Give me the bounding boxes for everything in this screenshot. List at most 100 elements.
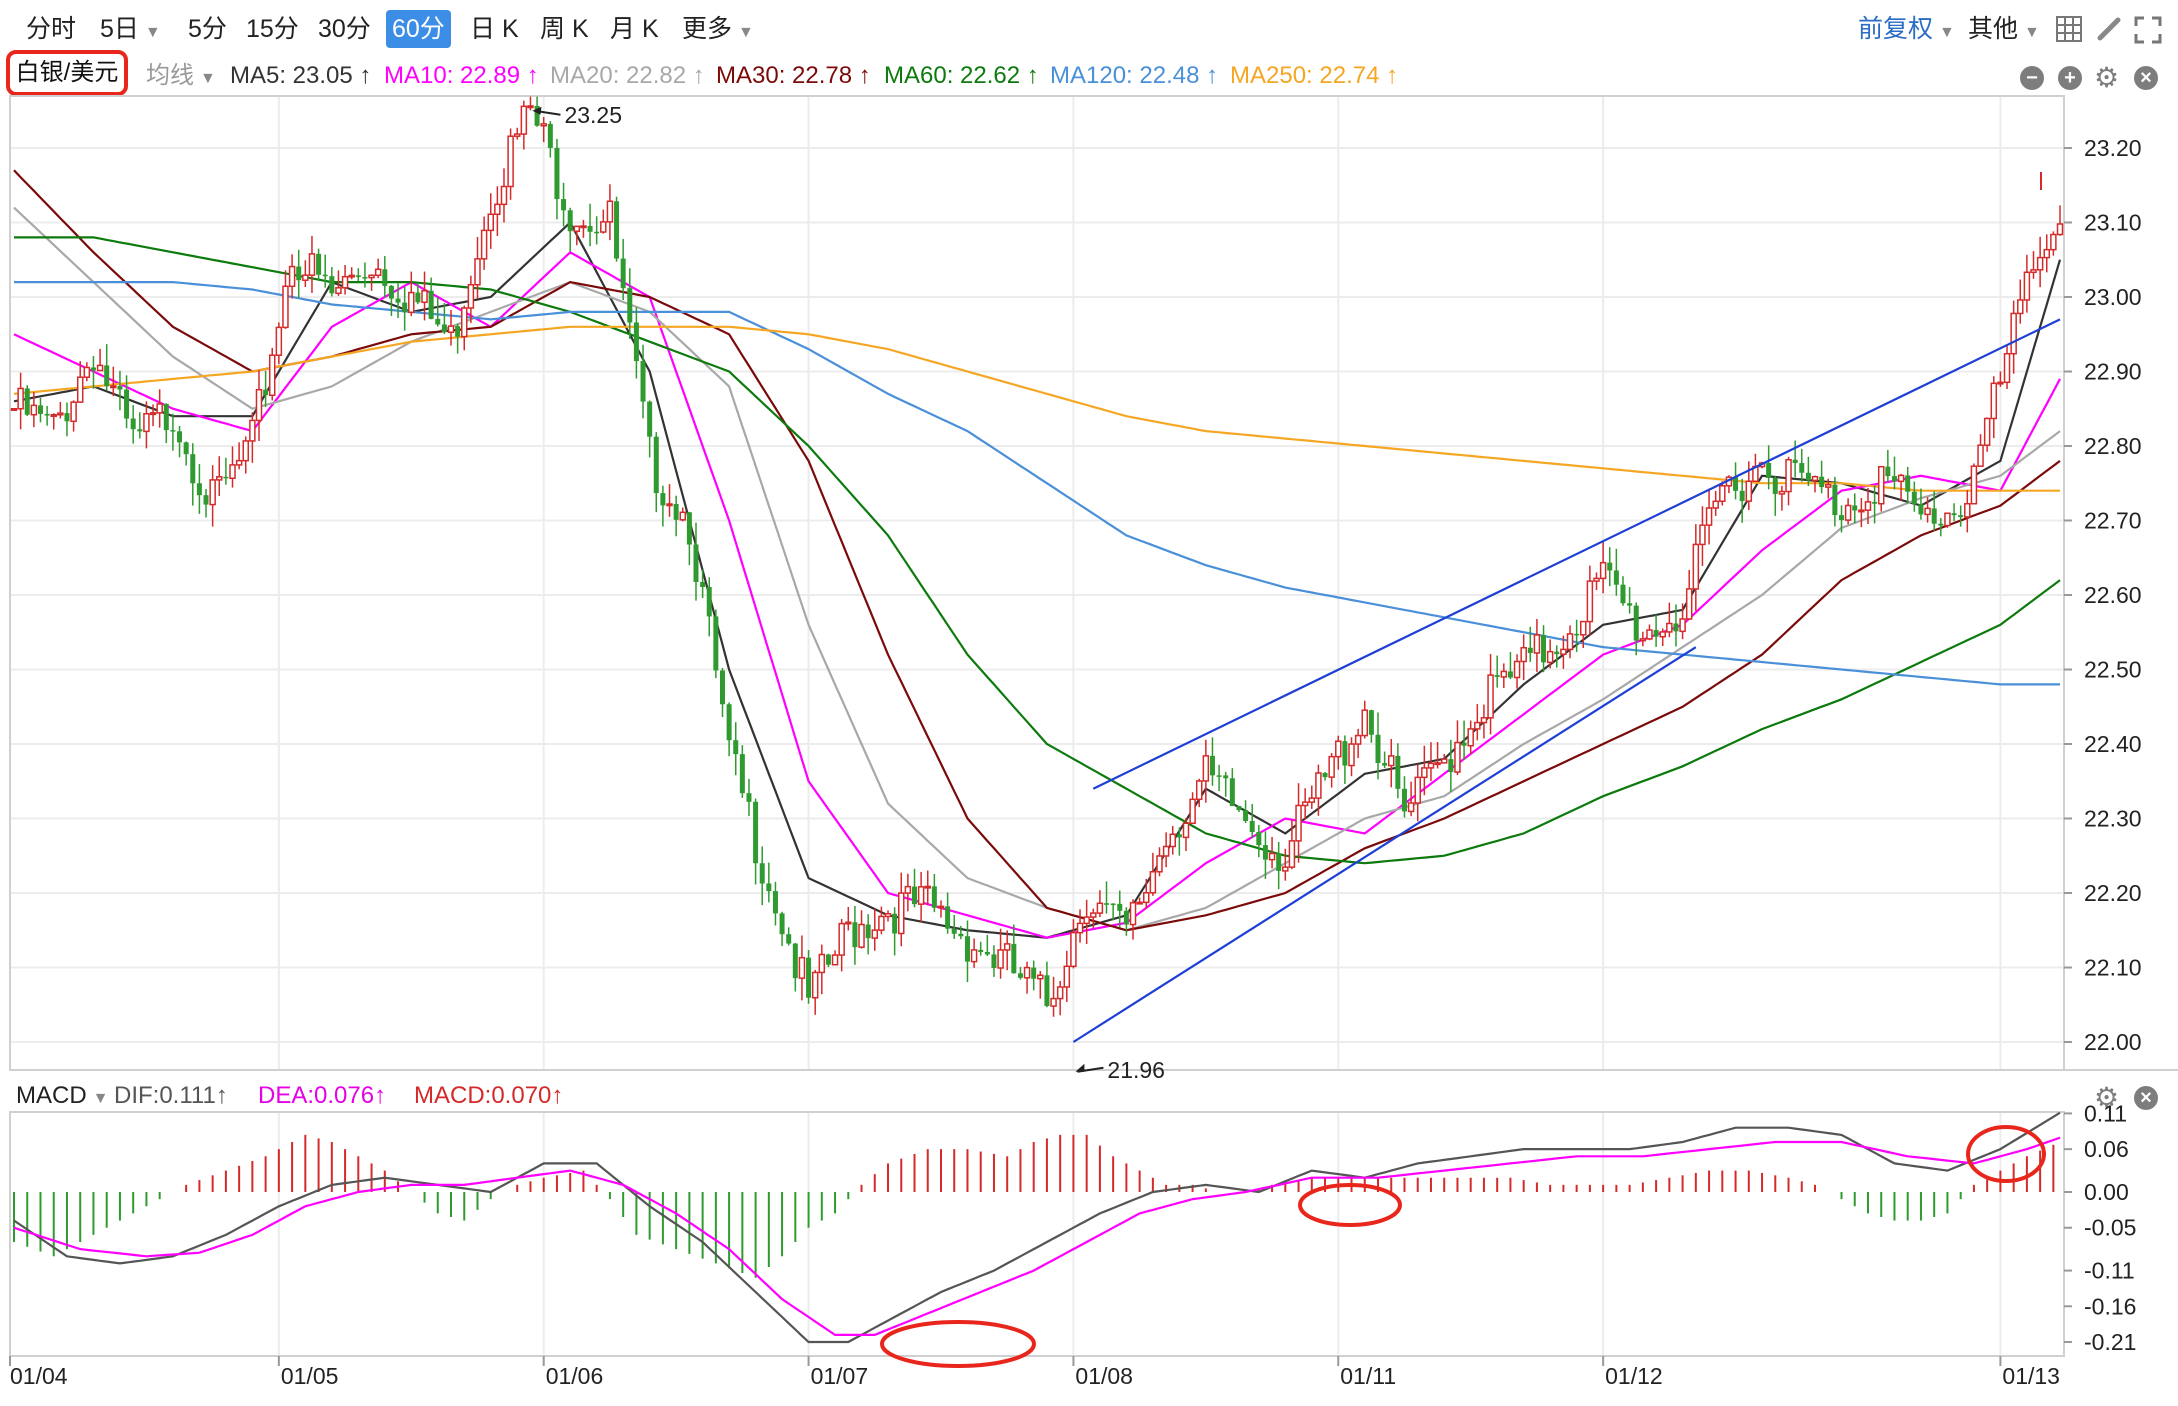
candle-body-down [1223, 775, 1229, 779]
period-tab-30min[interactable]: 30分 [318, 15, 371, 43]
candle-body-down [455, 326, 461, 337]
chart-grid [9, 96, 2064, 1356]
candle-body-down [190, 454, 196, 484]
macd-close-icon[interactable]: × [2134, 1086, 2158, 1110]
candle-body-up [1354, 734, 1362, 745]
ma-type-select[interactable]: 均线 ▼ [146, 60, 216, 92]
candle-body-up [1288, 840, 1296, 868]
candle-body-down [1733, 477, 1739, 491]
candle-body-up [1877, 465, 1885, 505]
macd-axis: 0.110.060.00-0.05-0.11-0.16-0.21 [2064, 1100, 2136, 1355]
candle-body-up [209, 479, 216, 506]
candle-body-down [1766, 462, 1772, 478]
settings-gear-icon[interactable]: ⚙ [2094, 62, 2120, 93]
candle-body-up [2017, 299, 2024, 315]
highlight-ellipse-3 [1966, 1125, 2046, 1183]
macd-indicator-select[interactable]: MACD ▼ [16, 1080, 109, 1112]
candle-body-down [779, 913, 785, 935]
candle-body-up [242, 440, 249, 462]
close-icon[interactable]: × [2134, 66, 2158, 90]
period-tab-5min[interactable]: 5分 [188, 15, 227, 43]
period-toolbar: 分时 5日 ▼ 5分 15分 30分 60分 日 K 周 K 月 K 更多 ▼ 前复… [0, 0, 2178, 56]
candle-body-up [811, 971, 819, 999]
period-tab-week-k[interactable]: 周 K [540, 15, 589, 43]
adjust-mode-label: 前复权 [1858, 15, 1934, 43]
candle-body-down [1627, 603, 1633, 606]
candle-body-down [1911, 491, 1917, 505]
candle-body-up [1149, 871, 1157, 894]
more-menu[interactable]: 更多 ▼ [676, 10, 760, 48]
macd-settings-gear-icon[interactable]: ⚙ [2094, 1082, 2120, 1113]
candle-body-up [1361, 709, 1369, 737]
candle-body-down [1805, 472, 1811, 481]
candle-body-up [1308, 797, 1316, 803]
period-tab-intraday[interactable]: 分时 [26, 15, 77, 43]
period-tab-5day[interactable]: 5日 ▼ [94, 10, 167, 48]
candle-body-down [958, 933, 964, 937]
price-tick-label: 22.30 [2084, 806, 2142, 832]
price-tick-label: 23.20 [2084, 135, 2142, 161]
time-tick-label: 01/05 [281, 1363, 339, 1389]
price-tick-label: 22.70 [2084, 508, 2142, 534]
candle-body-up [1268, 852, 1276, 861]
candle-body-up [1705, 507, 1713, 526]
candle-body-down [991, 954, 997, 968]
candle-body-up [513, 133, 521, 137]
candle-body-down [1852, 505, 1858, 511]
candle-body-up [1195, 780, 1203, 801]
candle-body-up [666, 503, 673, 507]
candle-body-up [904, 885, 912, 894]
candle-body-up [1467, 728, 1474, 747]
candle-body-up [83, 366, 91, 378]
candle-body-up [1387, 755, 1395, 767]
price-panel-frame [9, 95, 2065, 1071]
period-tab-day-k[interactable]: 日 K [470, 15, 519, 43]
candle-body-up [110, 385, 117, 389]
period-tab-month-k[interactable]: 月 K [610, 15, 659, 43]
grid-layout-icon[interactable] [2056, 16, 2082, 42]
candle-body-up [1745, 480, 1753, 502]
price-tick-label: 22.90 [2084, 359, 2142, 385]
candle-body-down [892, 913, 898, 934]
macd-tick-label: -0.16 [2084, 1293, 2136, 1319]
candle-body-up [1328, 755, 1335, 778]
macd-hist-value: MACD:0.070↑ [414, 1082, 564, 1109]
candle-body-up [474, 258, 481, 286]
ma-line-ma60 [14, 236, 2061, 865]
candle-body-up [1037, 974, 1044, 980]
candle-body-down [825, 954, 831, 965]
period-tab-60min[interactable]: 60分 [386, 10, 451, 48]
zoom-out-icon[interactable]: − [2020, 66, 2044, 90]
candle-body-down [104, 365, 110, 387]
candle-body-up [143, 413, 150, 433]
symbol-label[interactable]: 白银/美元 [6, 50, 128, 96]
zoom-in-icon[interactable]: + [2058, 66, 2082, 90]
candle-body-up [275, 326, 283, 356]
adjust-mode-select[interactable]: 前复权 ▼ [1858, 10, 1955, 48]
macd-legend: MACD ▼ DIF:0.111↑ DEA:0.076↑ MACD:0.070↑ … [0, 1076, 2178, 1116]
draw-pen-icon[interactable] [2096, 16, 2122, 42]
candle-body-down [806, 957, 812, 998]
other-menu[interactable]: 其他 ▼ [1968, 10, 2040, 48]
candle-body-down [1507, 671, 1513, 678]
candle-body-down [1276, 853, 1282, 871]
highlight-circles [880, 1125, 2046, 1368]
candle-body-up [282, 285, 289, 329]
candle-body-up [1990, 382, 1998, 420]
candle-body-up [1162, 845, 1170, 857]
candle-body-down [1322, 772, 1328, 778]
candle-body-down [1607, 562, 1613, 571]
fullscreen-icon[interactable] [2134, 16, 2162, 44]
candle-body-down [1243, 810, 1249, 821]
candle-body-up [1546, 650, 1554, 664]
period-tab-15min[interactable]: 15分 [246, 15, 299, 43]
candle-body-up [1301, 801, 1309, 807]
candle-body-up [1414, 776, 1421, 804]
candle-body-up [308, 253, 316, 276]
candle-body-down [1104, 903, 1110, 905]
price-tick-label: 22.80 [2084, 433, 2142, 459]
ma-line-ma20 [13, 206, 2061, 932]
candle-body-up [1083, 916, 1090, 925]
candle-body-down [719, 670, 725, 705]
candle-body-up [1096, 902, 1104, 914]
